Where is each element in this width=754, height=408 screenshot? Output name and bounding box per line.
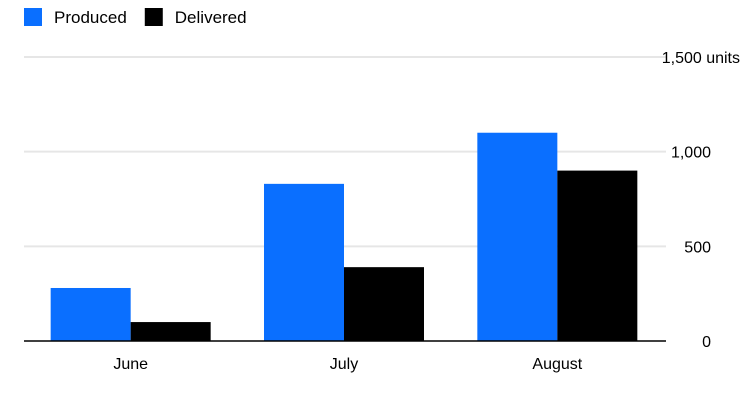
x-tick-label: July — [330, 356, 358, 373]
bar-produced-august — [477, 132, 558, 341]
x-tick-label: August — [532, 356, 582, 373]
x-tick-label: June — [113, 356, 148, 373]
bars-layer — [50, 132, 638, 341]
legend-swatch-produced — [24, 8, 42, 26]
legend: Produced Delivered — [24, 8, 247, 27]
bar-delivered-august — [557, 170, 638, 341]
legend-swatch-delivered — [144, 8, 163, 26]
legend-label-delivered: Delivered — [175, 8, 247, 27]
bar-produced-july — [264, 183, 344, 341]
y-tick-label: 0 — [702, 334, 711, 351]
y-tick-label: 1,500 units — [662, 50, 740, 67]
bar-delivered-june — [130, 322, 211, 341]
y-tick-label: 1,000 — [671, 145, 711, 162]
axis-layer: 0 500 1,000 1,500 units June July August — [24, 50, 740, 373]
bar-produced-june — [50, 287, 131, 341]
bar-delivered-july — [344, 267, 424, 341]
legend-label-produced: Produced — [54, 8, 127, 27]
y-tick-label: 500 — [684, 239, 711, 256]
